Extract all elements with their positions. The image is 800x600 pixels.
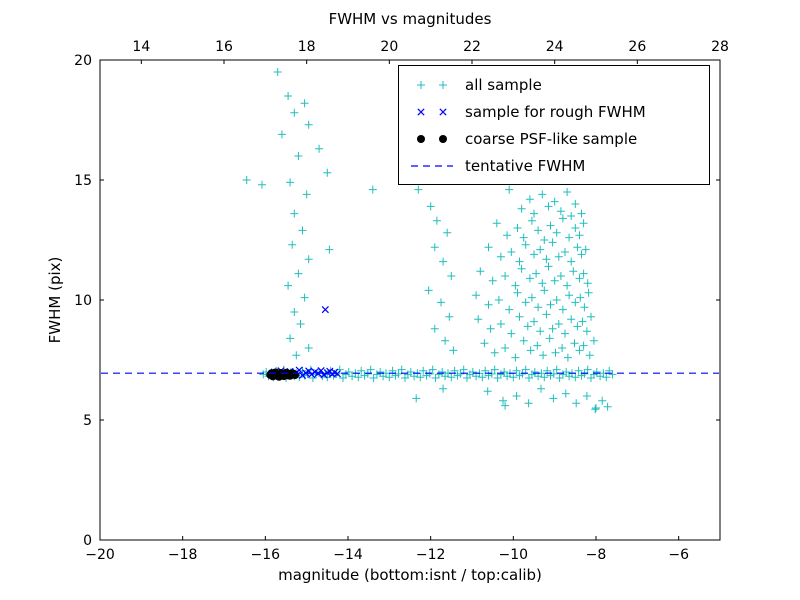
legend-entry-all-sample: all sample (409, 74, 697, 95)
svg-text:24: 24 (546, 39, 564, 55)
legend-entry-rough-fwhm: sample for rough FWHM (409, 101, 697, 122)
svg-text:−12: −12 (416, 547, 446, 563)
legend-label: all sample (465, 75, 542, 94)
svg-text:16: 16 (215, 39, 233, 55)
x-marker-icon (417, 107, 447, 116)
svg-text:15: 15 (74, 173, 92, 189)
legend-label: sample for rough FWHM (465, 102, 646, 121)
dot-marker-icon (417, 134, 447, 143)
svg-text:20: 20 (74, 53, 92, 69)
svg-text:−8: −8 (586, 547, 607, 563)
svg-text:20: 20 (380, 39, 398, 55)
legend-entry-psf-sample: coarse PSF-like sample (409, 128, 697, 149)
svg-text:−6: −6 (668, 547, 689, 563)
svg-text:−16: −16 (251, 547, 281, 563)
svg-text:−18: −18 (168, 547, 198, 563)
svg-text:14: 14 (132, 39, 150, 55)
svg-text:−10: −10 (499, 547, 529, 563)
svg-text:−20: −20 (85, 547, 115, 563)
legend-label: coarse PSF-like sample (465, 129, 638, 148)
svg-text:18: 18 (298, 39, 316, 55)
svg-text:22: 22 (463, 39, 481, 55)
svg-text:−14: −14 (333, 547, 363, 563)
y-axis-label: FWHM (pix) (46, 256, 64, 344)
dashed-line-icon (411, 164, 453, 167)
chart-title: FWHM vs magnitudes (328, 10, 492, 28)
svg-text:10: 10 (74, 293, 92, 309)
legend: all sample sample for rough FWHM coarse … (398, 65, 710, 185)
svg-text:26: 26 (628, 39, 646, 55)
legend-entry-tentative-fwhm: tentative FWHM (409, 155, 697, 176)
svg-text:0: 0 (83, 533, 92, 549)
svg-text:5: 5 (83, 413, 92, 429)
svg-text:28: 28 (711, 39, 729, 55)
x-axis-label: magnitude (bottom:isnt / top:calib) (278, 566, 542, 584)
legend-label: tentative FWHM (465, 156, 586, 175)
plus-marker-icon (417, 80, 447, 89)
